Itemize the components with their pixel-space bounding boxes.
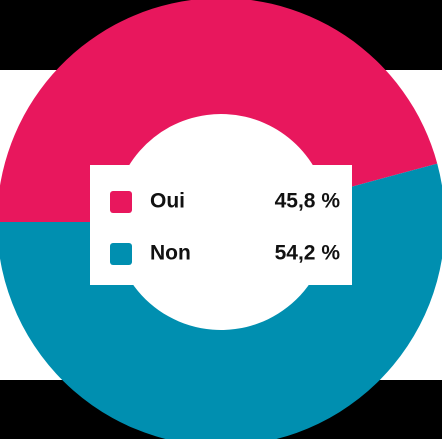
legend	[90, 165, 352, 285]
value-label: 45,8 %	[275, 190, 341, 213]
legend-swatch	[110, 243, 132, 265]
legend-label: Non	[150, 242, 191, 265]
legend-items: Oui 45,8 % Non 54,2 %	[110, 190, 340, 265]
legend-label: Oui	[150, 190, 185, 213]
value-label: 54,2 %	[275, 242, 341, 265]
legend-swatch	[110, 191, 132, 213]
